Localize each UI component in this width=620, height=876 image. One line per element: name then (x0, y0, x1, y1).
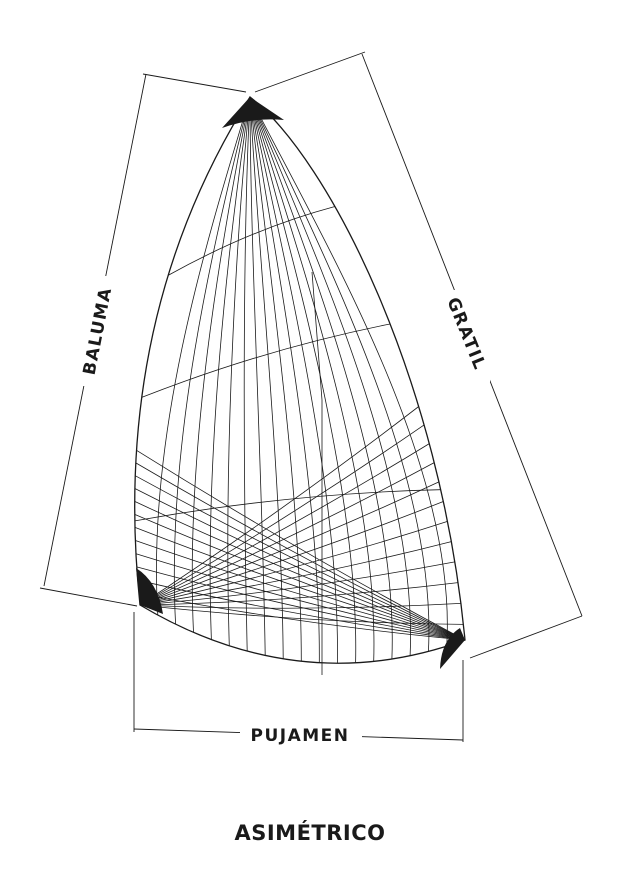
clew-radial-seam (139, 406, 419, 606)
vertical-seam (249, 96, 430, 652)
tack-radial-seam (135, 462, 466, 641)
tack-radial-seam (134, 488, 466, 641)
horizontal-seam (167, 206, 336, 276)
baluma-label-gap (74, 276, 124, 386)
horizontal-seam (134, 489, 441, 522)
vertical-seam (191, 96, 251, 633)
sail-type-caption: ASIMÉTRICO (234, 820, 385, 845)
clew-radial-seam (139, 582, 459, 606)
vertical-seam (249, 96, 411, 656)
clew-radial-seam (139, 424, 425, 606)
clew-radial-seam (139, 462, 435, 606)
clew-radial-seam (139, 541, 452, 606)
vertical-seam (249, 96, 375, 662)
tack-radial-seam (134, 501, 466, 641)
vertical-seam (249, 96, 320, 663)
vertical-seam (173, 96, 251, 625)
tack-radial-seam (135, 475, 466, 641)
vertical-seam (156, 96, 251, 616)
tack-radial-seam (136, 449, 466, 641)
tack-radial-seam (134, 514, 466, 641)
clew-radial-seam (139, 603, 461, 609)
tack-radial-seam (135, 553, 466, 641)
sail-outline (134, 96, 466, 664)
center-seam (311, 271, 323, 675)
vertical-seam (249, 96, 302, 662)
clew-patch (136, 568, 163, 614)
tack-radial-seam (134, 527, 466, 641)
clew-radial-seam (139, 443, 430, 606)
tack-radial-seam (137, 579, 466, 641)
vertical-seam (209, 96, 251, 640)
vertical-seam (249, 96, 266, 656)
tack-radial-seam (135, 540, 466, 641)
head-patch (222, 97, 284, 128)
horizontal-seam (141, 323, 391, 398)
clew-radial-seam (139, 521, 448, 606)
pujamen-label-gap (240, 720, 362, 750)
tack-radial-seam (136, 566, 466, 641)
foot-label: PUJAMEN (250, 726, 349, 746)
tack-patch (440, 628, 465, 669)
vertical-seam (227, 96, 251, 646)
vertical-seam (243, 96, 251, 652)
clew-radial-seam (139, 481, 440, 606)
tack-radial-seam (138, 593, 466, 641)
vertical-seam (249, 96, 393, 660)
gratil-label-gap (438, 290, 490, 382)
vertical-seam (249, 96, 448, 647)
panel-seams (134, 96, 466, 675)
vertical-seam (249, 96, 357, 663)
